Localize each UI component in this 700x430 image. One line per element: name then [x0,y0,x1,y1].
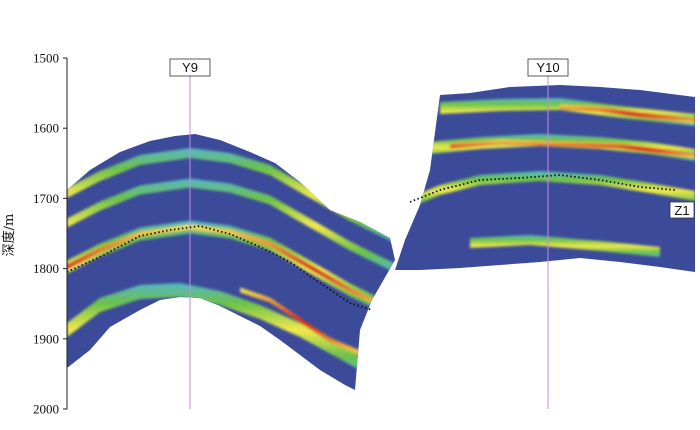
y-tick-label: 2000 [33,402,59,417]
y-tick-label: 1900 [33,331,59,346]
horizon-z1-line [66,174,676,311]
y-axis: 1500 1600 1700 1800 1900 2000 深度/m [1,51,68,417]
right-block-amplitude-bands [405,98,695,257]
well-lines [189,76,549,409]
y-tick-label: 1500 [33,51,59,66]
y-tick-label: 1800 [33,261,59,276]
well-label-y10: Y10 [536,60,559,75]
well-label-box-y9 [169,58,211,77]
amplitude-band [67,283,372,377]
y-tick-label: 1700 [33,191,59,206]
y-axis-label: 深度/m [1,214,17,257]
y-axis-ticks: 1500 1600 1700 1800 1900 2000 [33,51,67,417]
left-block-amplitude-bands [67,148,395,377]
amplitude-band [405,171,695,210]
amplitude-band [470,235,660,257]
amplitude-peak [240,287,365,358]
amplitude-peak [450,139,695,159]
horizon-z1-label: Z1 [674,203,689,218]
horizon-z1-label-box: Z1 [669,201,695,219]
well-label-boxes: Y9 Y10 [169,58,569,77]
y-tick-label: 1600 [33,121,59,136]
section-body-left [67,134,395,390]
section-body-right [395,85,695,272]
amplitude-peak [560,104,695,124]
well-label-box-y10 [527,58,569,77]
amplitude-band [440,98,695,126]
well-label-y9: Y9 [182,60,198,75]
